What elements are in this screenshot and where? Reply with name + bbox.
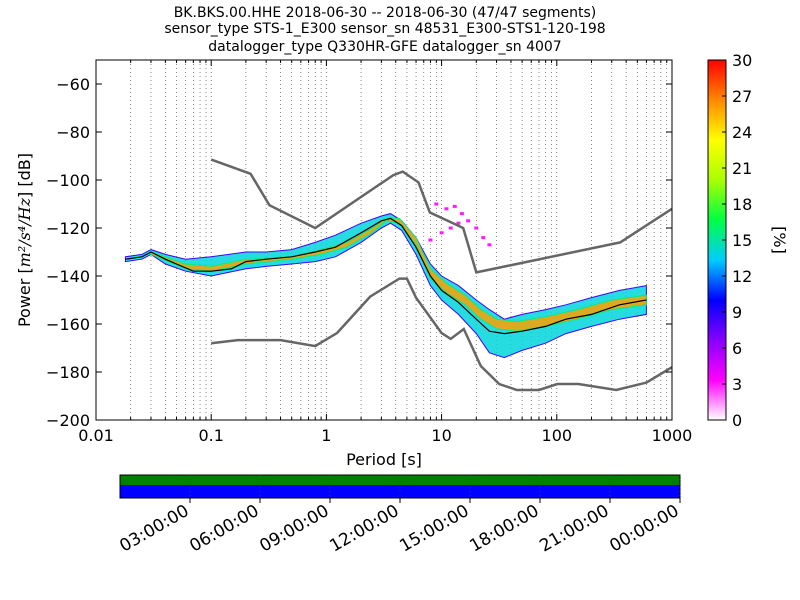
colorbar-tick-label: 9	[732, 303, 742, 322]
psd-scatter-cell	[481, 236, 486, 240]
psd-scatter-cell	[474, 226, 479, 230]
colorbar-ticks: 0 3 6 9 12 15 18 21 24 27 30	[722, 51, 752, 430]
y-axis-ticks: −200 −180 −160 −140 −120 −100 −80 −60	[46, 75, 672, 430]
coverage-tick-label: 06:00:00	[186, 501, 262, 557]
grid-lines	[95, 60, 673, 420]
plot-area: 0.01 0.1 1 10 100 1000 −200 −180 −160 −140 −120 −1…	[46, 59, 692, 445]
psd-scatter-cell	[439, 231, 444, 235]
psd-scatter-cell	[444, 207, 449, 211]
colorbar-tick-label: 24	[732, 123, 752, 142]
psd-scatter-cell	[456, 221, 461, 225]
coverage-tick-label: 15:00:00	[396, 501, 472, 557]
psd-scatter-cell	[466, 219, 471, 223]
mean-psd-line	[125, 217, 647, 335]
colorbar-label: [%]	[770, 226, 789, 254]
mean-psd	[125, 217, 647, 335]
coverage-tick-label: 21:00:00	[536, 501, 612, 557]
colorbar-tick-label: 18	[732, 195, 752, 214]
x-tick-label: 0.01	[78, 426, 114, 445]
psd-scatter-cell	[428, 238, 433, 242]
noise-model-high	[210, 158, 673, 274]
noise-model-low	[211, 277, 673, 392]
plot-background	[96, 60, 672, 420]
x-tick-label: 1000	[652, 426, 693, 445]
colorbar-tick-label: 3	[732, 375, 742, 394]
data-coverage-bar: 03:00:0006:00:0009:00:0012:00:0015:00:00…	[116, 474, 683, 557]
y-axis-label-math: m²/s⁴/Hz	[15, 197, 34, 267]
y-axis-label-prefix: Power [	[15, 267, 34, 327]
y-tick-label: −140	[46, 267, 90, 286]
y-axis-label: Power [m²/s⁴/Hz] [dB]	[15, 153, 34, 327]
x-tick-label: 1	[321, 426, 331, 445]
psd-scatter-cell	[487, 243, 492, 247]
x-tick-label: 0.1	[198, 426, 223, 445]
colorbar-tick-label: 0	[732, 411, 742, 430]
coverage-tick-label: 18:00:00	[466, 501, 542, 557]
chart-title-line-1: BK.BKS.00.HHE 2018-06-30 -- 2018-06-30 (…	[174, 5, 597, 21]
y-tick-label: −60	[56, 75, 90, 94]
psd-scatter-cell	[448, 226, 453, 230]
coverage-tick-label: 12:00:00	[326, 501, 402, 557]
colorbar-tick-label: 27	[732, 87, 752, 106]
y-axis-label-suffix: ] [dB]	[15, 153, 34, 198]
colorbar: 0 3 6 9 12 15 18 21 24 27 30 [%]	[707, 51, 789, 430]
x-axis-label: Period [s]	[346, 450, 422, 469]
psd-scatter-cell	[452, 204, 457, 208]
psd-scatter-cell	[434, 202, 439, 206]
coverage-tick-label: 03:00:00	[116, 501, 192, 557]
colorbar-tick-label: 6	[732, 339, 742, 358]
colorbar-tick-label: 12	[732, 267, 752, 286]
coverage-tick-label: 00:00:00	[606, 501, 682, 557]
y-tick-label: −180	[46, 363, 90, 382]
y-tick-label: −160	[46, 315, 90, 334]
y-tick-label: −120	[46, 219, 90, 238]
chart-title: BK.BKS.00.HHE 2018-06-30 -- 2018-06-30 (…	[164, 5, 605, 55]
psd-band	[150, 217, 647, 332]
chart-title-line-2: sensor_type STS-1_E300 sensor_sn 48531_E…	[164, 21, 605, 37]
colorbar-tick-label: 15	[732, 231, 752, 250]
psd-scatter	[428, 202, 492, 247]
y-tick-label: −80	[56, 123, 90, 142]
x-tick-label: 100	[542, 426, 573, 445]
y-tick-label: −200	[46, 411, 90, 430]
x-tick-label: 10	[431, 426, 451, 445]
x-axis-ticks: 0.01 0.1 1 10 100 1000	[78, 60, 692, 445]
colorbar-tick-label: 21	[732, 159, 752, 178]
colorbar-tick-label: 30	[732, 51, 752, 70]
y-tick-label: −100	[46, 171, 90, 190]
plot-frame	[95, 59, 673, 421]
psd-histogram	[124, 213, 647, 359]
psd-scatter-cell	[459, 212, 464, 216]
noise-models	[210, 158, 673, 392]
chart-title-line-3: datalogger_type Q330HR-GFE datalogger_sn…	[208, 39, 561, 55]
coverage-tick-label: 09:00:00	[256, 501, 332, 557]
